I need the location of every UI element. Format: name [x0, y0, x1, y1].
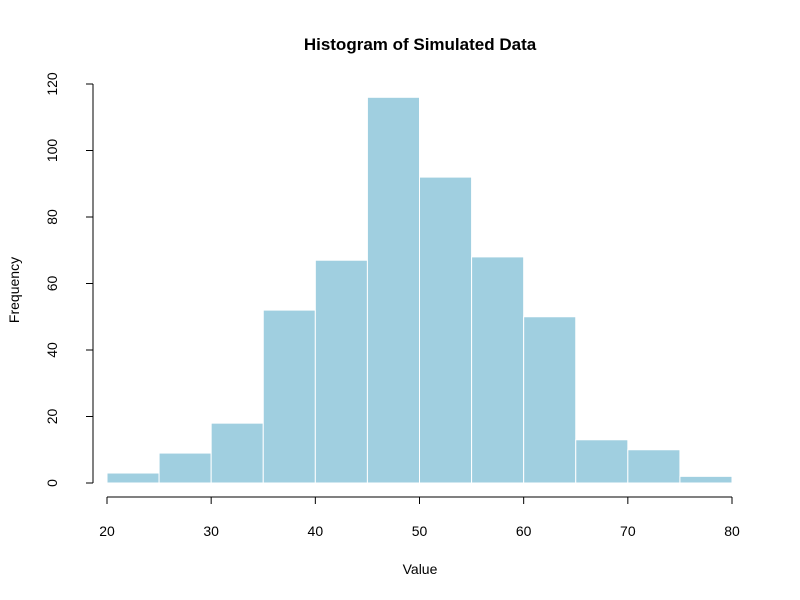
x-tick-label: 40 [308, 523, 324, 539]
y-tick-label: 0 [44, 479, 60, 487]
x-tick-label: 70 [620, 523, 636, 539]
y-tick-label: 40 [44, 342, 60, 358]
histogram-bar [575, 439, 629, 484]
chart-title: Histogram of Simulated Data [304, 35, 537, 54]
histogram-bar [210, 422, 264, 484]
x-tick-label: 30 [203, 523, 219, 539]
x-axis-label: Value [403, 561, 438, 577]
histogram-bar [627, 449, 681, 484]
bars-group [106, 96, 733, 484]
y-axis: 0 20 40 60 80 100 120 [44, 72, 94, 487]
histogram-bar [158, 452, 212, 484]
histogram-bar [471, 256, 525, 484]
x-tick-label: 50 [412, 523, 428, 539]
y-tick-label: 80 [44, 209, 60, 225]
histogram-bar [106, 472, 160, 484]
y-tick-label: 60 [44, 276, 60, 292]
y-axis-label: Frequency [6, 257, 22, 323]
y-tick-label: 100 [44, 139, 60, 163]
histogram-bar [679, 475, 733, 484]
histogram-bar [523, 316, 577, 484]
x-axis: 20 30 40 50 60 70 80 [99, 496, 740, 539]
histogram-bar [262, 309, 316, 484]
histogram-bar [366, 96, 420, 484]
x-tick-label: 20 [99, 523, 115, 539]
x-tick-label: 80 [724, 523, 740, 539]
histogram-bar [314, 259, 368, 484]
y-tick-label: 20 [44, 409, 60, 425]
y-tick-label: 120 [44, 72, 60, 96]
histogram-bar [419, 176, 473, 484]
x-tick-label: 60 [516, 523, 532, 539]
